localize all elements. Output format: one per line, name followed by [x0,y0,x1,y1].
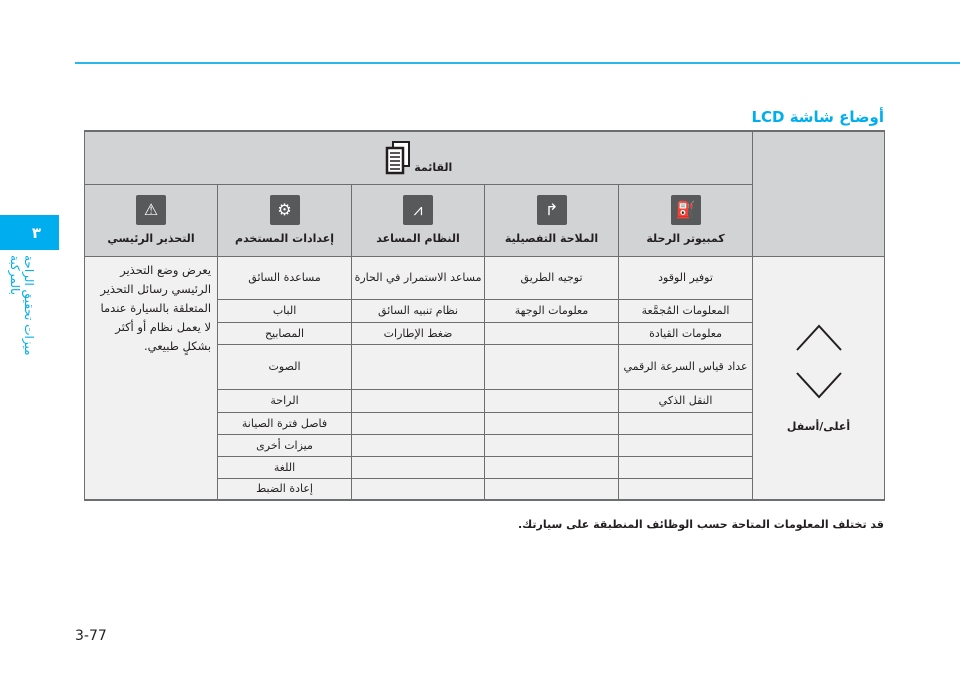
menu-item [484,455,620,479]
menu-item [618,455,754,479]
note: قد تختلف المعلومات المتاحة حسب الوظائف ا… [518,518,884,531]
table-row: النقل الذكي الراحة [85,388,885,413]
menu-item [484,411,620,435]
menu-item: مساعد الاستمرار في الحارة [351,255,486,300]
menu-item: الباب [217,298,353,323]
chapter-title: ميزات تحقيق الراحة بالمركبة [8,255,36,356]
menu-item [351,411,486,435]
warning-triangle-icon: ⚠ [136,194,167,225]
menu-item: توفير الوقود [618,255,754,300]
mode-user-settings: ⚙ إعدادات المستخدم [217,183,353,257]
menu-item: الصوت [217,343,353,390]
table-row: المعلومات المُجمَّعة معلومات الوجهة نظام ت… [85,298,885,323]
table-row: ميزات أخرى [85,433,885,457]
lcd-modes-table: القائمة ⛽ كمبيوتر الرحلة ↱ الملاحة التفصيل… [83,130,886,501]
menu-item: النقل الذكي [618,388,754,413]
mode-label: التحذير الرئيسي [107,231,195,245]
chapter-tab: ٣ [0,215,59,250]
table-row: أعلى/أسفل توفير الوقود توجيه الطريق مساعد ا… [83,255,886,501]
menu-pages-icon [385,140,410,174]
menu-item: إعادة الضبط [217,477,353,501]
menu-item: المعلومات المُجمَّعة [618,298,754,323]
menu-item: معلومات الوجهة [484,298,620,323]
menu-item: ضغط الإطارات [351,321,486,345]
menu-item [351,433,486,457]
mode-label: الملاحة التفصيلية [504,231,599,245]
menu-item: مساعدة السائق [217,255,353,300]
menu-item: ميزات أخرى [217,433,353,457]
menu-header: القائمة [83,130,754,185]
menu-item [484,388,620,413]
menu-item [351,455,486,479]
menu-item: الراحة [217,388,353,413]
turn-arrow-icon: ↱ [536,194,567,225]
gear-icon: ⚙ [269,194,300,225]
menu-item [618,411,754,435]
menu-item [484,477,620,501]
down-arrow-icon [795,372,842,399]
nav-header-cell [752,130,886,257]
menu-item [484,343,620,390]
top-rule [75,62,960,64]
menu-item [484,433,620,457]
menu-label: القائمة [414,160,453,174]
table-row: إعادة الضبط [85,477,885,501]
menu-item [351,477,486,501]
master-warning-description: يعرض وضع التحذير الرئيسي رسائل التحذير ا… [83,255,219,501]
menu-item [618,477,754,501]
menu-item: المصابيح [217,321,353,345]
menu-item: معلومات القيادة [618,321,754,345]
nav-label: أعلى/أسفل [786,419,851,433]
menu-item: فاصل فترة الصيانة [217,411,353,435]
mode-label: إعدادات المستخدم [235,231,335,245]
trip-computer-icon: ⛽ [670,194,701,225]
menu-item [618,433,754,457]
menu-item: توجيه الطريق [484,255,620,300]
chapter-number: ٣ [31,223,41,242]
up-arrow-icon [795,324,842,351]
menu-item [351,388,486,413]
mode-turn-by-turn: ↱ الملاحة التفصيلية [484,183,620,257]
mode-label: النظام المساعد [376,231,460,245]
nav-cell: أعلى/أسفل [752,255,886,501]
table-row: عداد قياس السرعة الرقمي الصوت [85,343,885,390]
mode-label: كمبيوتر الرحلة [646,231,725,245]
mode-trip-computer: ⛽ كمبيوتر الرحلة [618,183,754,257]
menu-item: اللغة [217,455,353,479]
menu-item: نظام تنبيه السائق [351,298,486,323]
mode-driving-assist: ⩘ النظام المساعد [351,183,486,257]
mode-master-warning: ⚠ التحذير الرئيسي [83,183,219,257]
lane-icon: ⩘ [403,194,434,225]
section-title: أوضاع شاشة LCD [751,108,884,126]
menu-item [351,343,486,390]
menu-item: عداد قياس السرعة الرقمي [618,343,754,390]
page-number: 3-77 [75,628,107,644]
menu-item [484,321,620,345]
